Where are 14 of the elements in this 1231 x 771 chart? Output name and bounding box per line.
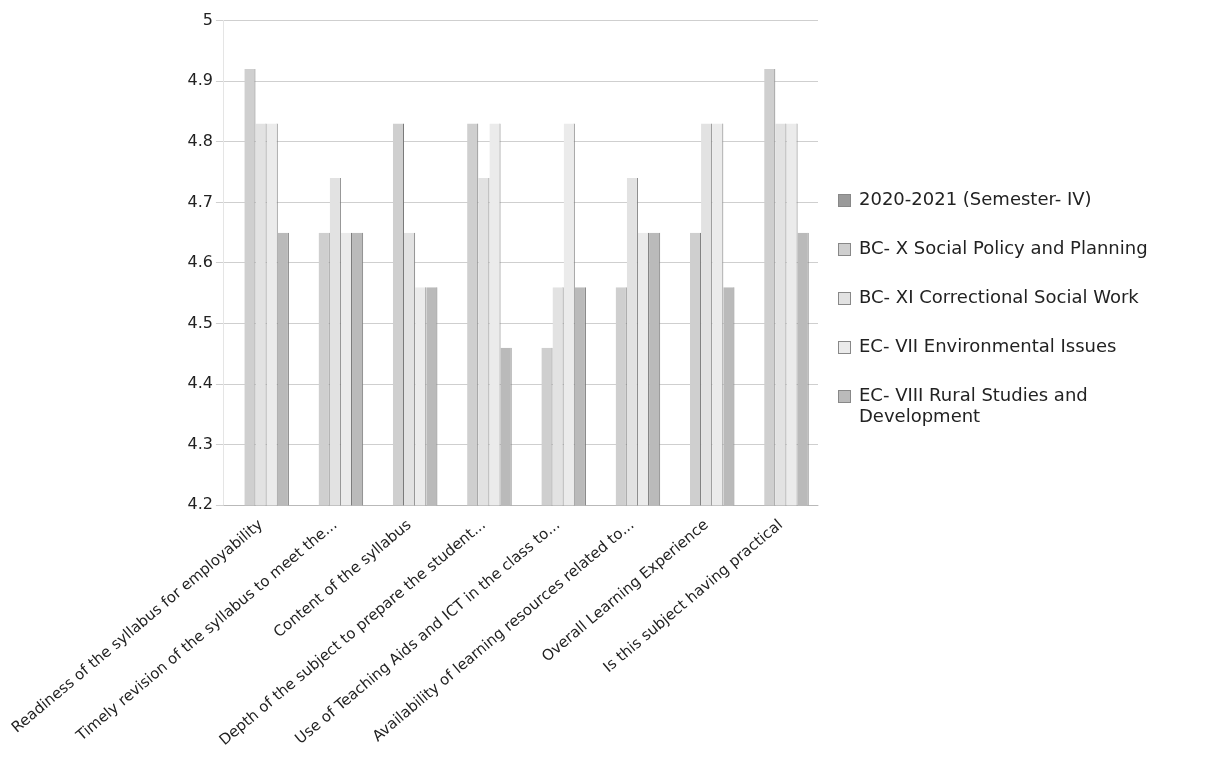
y-tick-label: 4.4 bbox=[187, 373, 213, 393]
y-tick-label: 4.6 bbox=[187, 252, 213, 272]
y-tick-label: 4.3 bbox=[187, 433, 213, 453]
y-tick-label: 4.8 bbox=[187, 130, 213, 150]
y-tick-label: 4.9 bbox=[187, 70, 213, 90]
legend-label: 2020-2021 (Semester- IV) bbox=[859, 187, 1092, 209]
legend-label: BC- X Social Policy and Planning bbox=[859, 236, 1148, 258]
legend-label: BC- XI Correctional Social Work bbox=[859, 285, 1139, 307]
legend-label: EC- VII Environmental Issues bbox=[859, 334, 1117, 356]
y-tick-label: 4.7 bbox=[187, 191, 213, 211]
y-tick-label: 4.2 bbox=[187, 494, 213, 514]
y-tick-label: 4.5 bbox=[187, 312, 213, 332]
y-tick-label: 5 bbox=[202, 9, 213, 29]
legend-label: EC- VIII Rural Studies and Development bbox=[859, 383, 1089, 426]
